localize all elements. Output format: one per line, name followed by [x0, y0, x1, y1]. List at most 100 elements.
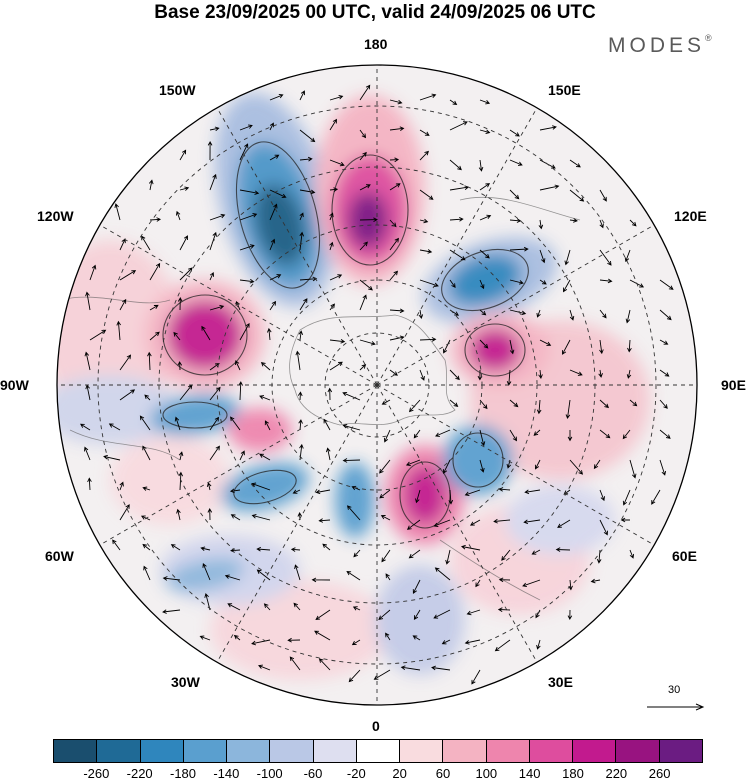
wind-arrow	[359, 364, 367, 371]
trough-50w-south	[165, 558, 245, 592]
wind-arrow	[385, 573, 391, 581]
wind-arrow	[460, 544, 481, 551]
wind-arrow	[329, 274, 343, 281]
wind-arrow	[569, 159, 581, 168]
wind-arrow	[593, 459, 601, 470]
colorbar-tick-label: 180	[562, 766, 584, 781]
wind-arrow	[599, 249, 612, 266]
wind-arrow	[200, 546, 211, 551]
wind-arrow	[408, 549, 421, 559]
wind-arrow	[479, 339, 489, 349]
wind-arrow	[413, 429, 421, 439]
wind-arrow	[318, 658, 331, 671]
wind-arrow	[119, 389, 136, 401]
wind-arrow	[479, 459, 485, 473]
wind-arrow	[385, 632, 391, 641]
contour-trough-80w	[162, 401, 228, 429]
wind-arrow	[342, 391, 361, 401]
wind-arrow	[269, 93, 284, 101]
wind-arrow	[295, 350, 301, 371]
wind-arrow	[419, 93, 437, 101]
wind-arrow	[381, 549, 391, 563]
wind-arrow	[509, 218, 522, 223]
wind-arrow	[144, 394, 151, 401]
wind-arrow	[449, 249, 466, 261]
colorbar-swatch	[400, 740, 444, 762]
graticule	[57, 65, 697, 705]
wind-arrow	[501, 549, 511, 561]
colorbar-tick-label: 20	[392, 766, 407, 781]
wind-arrow	[177, 297, 183, 311]
contour-ridge-180	[331, 154, 409, 266]
wind-arrow	[599, 519, 608, 536]
wind-arrow	[381, 399, 391, 405]
wind-arrow	[373, 669, 391, 680]
wind-arrow	[538, 219, 544, 230]
wind-arrow	[539, 184, 560, 191]
wind-arrow	[493, 518, 511, 524]
wind-vectors	[80, 84, 674, 685]
wind-arrow	[119, 354, 132, 371]
brand-name: MODES	[608, 34, 706, 57]
trough-150w-core	[254, 183, 306, 267]
wind-arrow	[379, 489, 391, 499]
wind-arrow	[569, 459, 584, 475]
colorbar-swatch	[97, 740, 141, 762]
wind-arrow	[389, 308, 405, 314]
wind-arrow	[448, 489, 454, 505]
wind-arrow	[624, 249, 631, 263]
wind-arrow	[564, 249, 571, 266]
wind-arrow	[359, 184, 371, 191]
wind-arrow	[299, 129, 316, 143]
wind-arrow	[269, 300, 277, 311]
wind-arrow	[442, 459, 451, 474]
wind-arrow	[264, 420, 271, 431]
wind-arrow	[315, 609, 331, 621]
ridge-15e-core	[403, 465, 447, 525]
wind-arrow	[116, 320, 121, 341]
map-disc	[57, 65, 697, 705]
colorbar-swatch	[227, 740, 271, 762]
colorbar-tick-label: 100	[475, 766, 498, 781]
colorbar-swatch	[183, 740, 228, 762]
wind-arrow	[287, 637, 301, 643]
wind-arrow	[269, 274, 282, 281]
colorbar-swatch	[573, 740, 617, 762]
wind-arrow	[359, 241, 368, 251]
wind-arrow	[599, 189, 607, 202]
wind-arrow	[536, 399, 542, 415]
wind-arrow	[598, 369, 603, 378]
wind-arrow	[290, 547, 301, 552]
colorbar-tick-label: -140	[213, 766, 240, 781]
wind-arrow	[327, 387, 333, 401]
wind-arrow	[534, 459, 541, 470]
wind-arrow	[479, 99, 491, 105]
wind-arrow	[311, 577, 331, 583]
colorbar-tick-label: -180	[169, 766, 197, 781]
wind-arrow	[415, 489, 421, 504]
contour-ridge-100w	[162, 294, 248, 376]
wind-arrow	[629, 459, 637, 479]
wind-arrow	[294, 564, 301, 581]
wind-arrow	[233, 634, 241, 641]
wind-arrow	[329, 339, 346, 344]
wind-arrow	[359, 129, 367, 139]
wind-arrow	[629, 399, 638, 407]
wind-arrow	[143, 565, 151, 581]
wind-arrow	[142, 445, 151, 461]
wind-arrow	[389, 369, 398, 376]
contour-ridge-100e	[464, 323, 526, 377]
wind-arrow	[359, 279, 373, 291]
brand-registered-mark: ®	[705, 33, 712, 43]
wind-arrow	[418, 309, 424, 320]
colorbar-swatch	[486, 740, 530, 762]
wind-arrow	[352, 606, 361, 611]
wind-arrow	[400, 665, 421, 671]
colorbar-tick-label: -20	[346, 766, 366, 781]
wind-arrow	[298, 419, 303, 431]
wind-arrow	[239, 213, 258, 221]
wind-arrow	[659, 339, 669, 345]
wind-arrow	[509, 129, 520, 137]
wind-arrow	[569, 218, 578, 223]
reference-vector-value: 30	[668, 684, 681, 696]
